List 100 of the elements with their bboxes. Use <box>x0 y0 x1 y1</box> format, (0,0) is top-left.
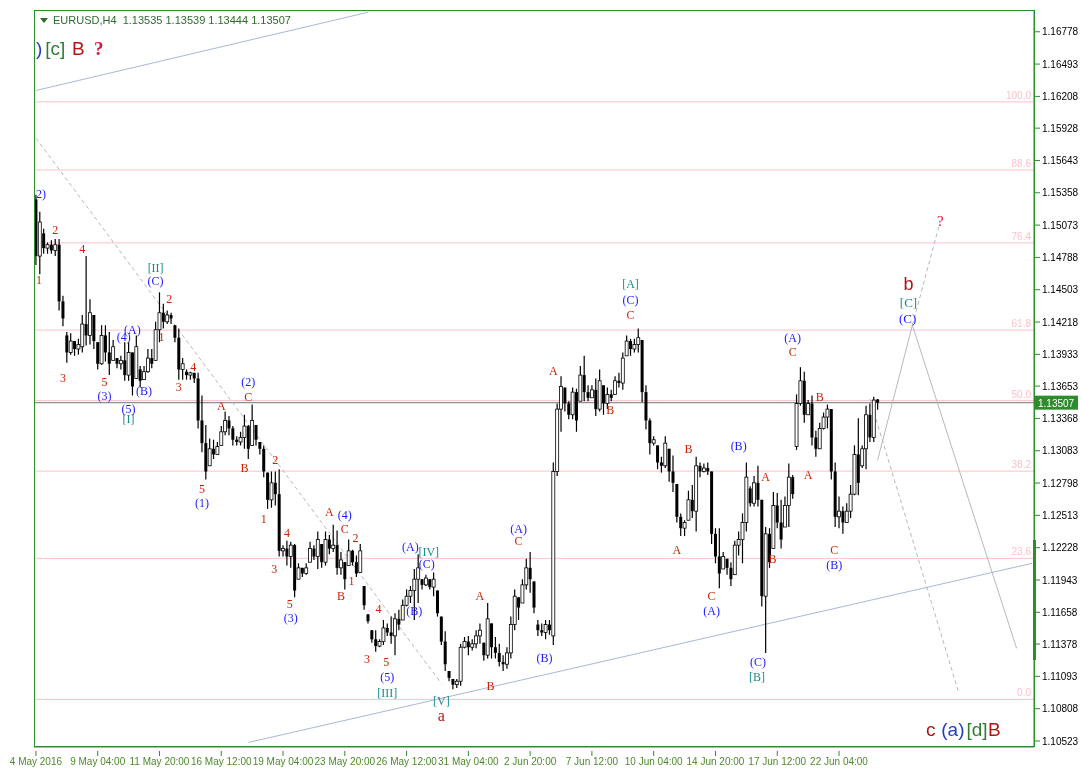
candlestick <box>107 331 111 376</box>
candlestick <box>624 334 629 357</box>
candlestick <box>443 630 447 672</box>
annotation: B <box>240 460 249 475</box>
annotation: [B] <box>748 670 765 685</box>
y-tick-label: 1.10808 <box>1042 703 1079 715</box>
y-tick-label: 1.16208 <box>1042 90 1079 102</box>
annotation: (B) <box>536 650 553 665</box>
annotation: 5 <box>198 482 205 497</box>
y-tick-label: 1.11093 <box>1042 670 1078 682</box>
y-tick-label: 1.15643 <box>1042 155 1079 167</box>
annotation: 5 <box>286 596 293 611</box>
annotation: 1 <box>158 330 165 345</box>
x-tick-label: 22 Jun 04:00 <box>810 756 869 767</box>
candlestick <box>207 437 212 467</box>
annotation: (1) <box>194 495 209 510</box>
annotation: C <box>830 543 839 558</box>
annotation: 4 <box>283 526 290 541</box>
ref-line-label: 0.0 <box>1017 687 1032 699</box>
annotation: (4) <box>337 507 352 522</box>
x-tick-label: 19 May 04:00 <box>252 756 314 767</box>
annotation: 2 <box>166 292 173 307</box>
candlestick <box>374 629 378 653</box>
y-tick-label: 1.14218 <box>1042 316 1079 328</box>
y-tick-label: 1.15358 <box>1042 187 1079 199</box>
x-tick-label: 2 Jun 20:00 <box>504 756 557 767</box>
annotation: 3 <box>175 380 182 395</box>
annotation: 3 <box>59 370 66 385</box>
annotation: [IV] <box>418 544 440 559</box>
annotation: (C) <box>622 293 639 308</box>
candlestick <box>528 551 532 594</box>
annotation: (C) <box>147 274 164 289</box>
candlestick <box>656 444 660 470</box>
candlestick <box>84 255 88 347</box>
annotation: B <box>815 390 824 405</box>
y-tick-label: 1.12798 <box>1042 477 1079 489</box>
y-tick-label: 1.11943 <box>1042 574 1078 586</box>
candlestick <box>679 512 683 537</box>
y-tick-label: 1.14503 <box>1042 284 1079 296</box>
annotation: A <box>216 398 226 413</box>
annotation: C <box>707 589 716 604</box>
candlestick <box>594 377 598 417</box>
annotation: 1 <box>348 574 355 589</box>
candlestick <box>65 331 69 364</box>
annotation: b <box>903 274 914 295</box>
candlestick <box>582 355 586 402</box>
chart-title: EURUSD,H4 1.13535 1.13539 1.13444 1.13507 <box>53 14 291 26</box>
annotation: 2 <box>272 452 279 467</box>
annotation: B <box>72 37 85 59</box>
annotation: B <box>336 589 345 604</box>
candlestick <box>320 543 324 569</box>
y-tick-label: 1.15073 <box>1042 219 1079 231</box>
annotation: (A) <box>510 522 527 537</box>
y-tick-label: 1.13368 <box>1042 412 1079 424</box>
candlestick <box>779 499 783 550</box>
annotation: A <box>672 543 682 558</box>
candlestick <box>435 589 439 618</box>
annotation: (C) <box>749 654 766 669</box>
ref-line-label: 76.4 <box>1011 230 1032 242</box>
x-tick-label: 26 May 12:00 <box>376 756 438 767</box>
annotation: (B) <box>730 439 747 454</box>
ref-line-label: 100.0 <box>1005 89 1032 101</box>
annotation: C <box>626 307 635 322</box>
annotation: [d] <box>966 718 988 740</box>
x-tick-label: 10 Jun 04:00 <box>624 756 684 767</box>
annotation: (A) <box>402 540 419 555</box>
y-tick-label: 1.10523 <box>1042 735 1079 747</box>
x-tick-label: 11 May 20:00 <box>129 756 190 767</box>
annotation: 3 <box>364 651 371 666</box>
y-tick-label: 1.11378 <box>1042 638 1078 650</box>
annotation: C <box>514 534 523 549</box>
annotation: (a) <box>941 718 965 740</box>
candlestick <box>161 303 165 330</box>
annotation: B <box>606 402 615 417</box>
candlestick <box>358 543 363 573</box>
annotation: 1 <box>260 511 267 526</box>
annotation: A <box>475 589 485 604</box>
candlestick <box>393 612 397 656</box>
candlestick <box>68 332 73 356</box>
ref-line-label: 1.13507 <box>1038 397 1075 409</box>
candlestick <box>103 324 107 363</box>
annotation: C <box>244 390 253 405</box>
annotation: (B) <box>136 384 153 399</box>
x-tick-label: 7 Jun 12:00 <box>565 756 619 767</box>
candlestick <box>273 470 277 507</box>
annotation: (3) <box>283 610 298 625</box>
candlestick <box>262 444 266 478</box>
candlestick <box>713 527 717 564</box>
annotation: C <box>788 345 797 360</box>
annotation: B <box>486 679 495 694</box>
x-tick-label: 14 Jun 20:00 <box>686 756 745 767</box>
annotation: A <box>803 467 813 482</box>
annotation: 4 <box>79 242 86 257</box>
candlestick <box>323 530 328 567</box>
annotation: [C] <box>899 294 918 310</box>
annotation: 2 <box>52 222 59 237</box>
candlestick <box>285 540 289 567</box>
ref-line-label: 38.2 <box>1011 459 1032 471</box>
candlestick <box>335 529 339 576</box>
candlestick <box>717 527 721 589</box>
